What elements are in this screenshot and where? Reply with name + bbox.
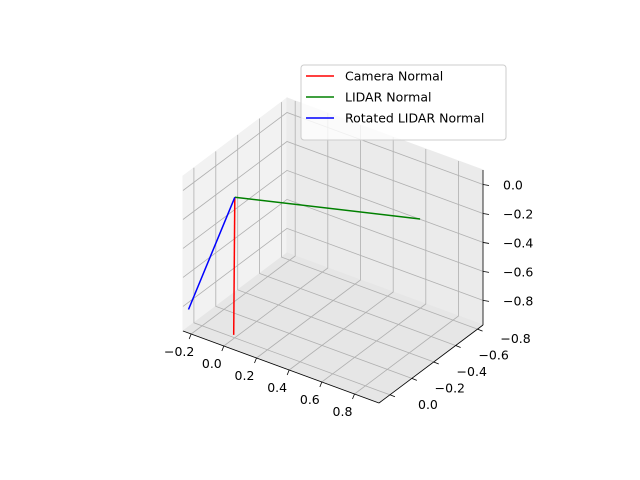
z-tick — [482, 299, 490, 302]
series-lines — [187, 196, 421, 335]
gridline-x — [321, 149, 427, 383]
x-tick-label: 0.2 — [235, 368, 255, 383]
x-tick — [352, 393, 355, 400]
z-tick — [482, 242, 490, 244]
x-axis-line — [182, 330, 380, 404]
gridlines — [182, 101, 484, 396]
y-tick — [477, 328, 483, 332]
axis-lines — [182, 170, 484, 404]
y-tick-label: 0.0 — [418, 397, 438, 412]
y-tick-label: −0.4 — [457, 364, 487, 379]
x-tick-label: 0.6 — [300, 392, 320, 407]
x-tick — [286, 369, 290, 376]
gridline-x — [190, 101, 296, 335]
gridline-z — [182, 198, 484, 278]
y-tick-label: −0.6 — [478, 348, 508, 363]
gridline-z — [182, 227, 484, 307]
z-tick-label: −0.4 — [503, 235, 533, 250]
x-tick — [221, 345, 225, 352]
x-tick-label: −0.2 — [164, 344, 194, 359]
y-tick-label: −0.8 — [500, 331, 530, 346]
x-tick — [319, 381, 323, 388]
series-line-2 — [187, 197, 236, 310]
legend-frame — [300, 64, 507, 141]
legend-label: Rotated LIDAR Normal — [345, 111, 484, 126]
gridline-x — [288, 137, 394, 371]
x-tick — [188, 333, 192, 340]
legend-label: Camera Normal — [345, 69, 443, 84]
x-tick-label: 0.4 — [267, 380, 287, 395]
gridline-x — [256, 125, 361, 359]
x-axis: −0.2 0.0 0.2 0.4 0.6 0.8 — [164, 333, 355, 419]
z-tick — [482, 184, 490, 186]
gridline-y — [281, 102, 478, 330]
series-line-0 — [232, 197, 236, 335]
x-tick-label: 0.0 — [202, 356, 222, 371]
legend: Camera Normal LIDAR Normal Rotated LIDAR N… — [300, 64, 507, 141]
z-tick-label: −0.6 — [503, 264, 533, 279]
y-axis: 0.0 −0.2−0.4−0.6 −0.8 — [389, 328, 531, 412]
gridline-x — [223, 113, 329, 347]
z-tick-label: −0.2 — [503, 206, 533, 221]
y-tick — [411, 377, 417, 381]
gridline-y — [237, 134, 434, 363]
y-tick — [389, 394, 396, 398]
z-tick-label: −0.8 — [503, 293, 533, 308]
x-tick-label: 0.8 — [333, 404, 353, 419]
gridline-x — [354, 161, 459, 395]
gridline-z — [182, 141, 484, 220]
series-line-1 — [234, 196, 421, 220]
z-tick — [482, 271, 490, 273]
gridline-z — [182, 112, 484, 191]
gridline-y — [215, 151, 412, 379]
x-tick — [254, 357, 257, 364]
gridline-y — [259, 118, 456, 346]
axes-3d: −0.20.00.20.40.60.8 0.0−0.2−0.4−0.6−0.8 … — [164, 97, 533, 419]
y-axis-line — [378, 324, 484, 404]
z-axis: 0.0 −0.2 −0.4 −0.6 −0.8 — [482, 177, 533, 308]
z-tick-label: 0.0 — [503, 177, 523, 192]
z-tick — [482, 213, 490, 215]
gridline-y — [193, 167, 391, 396]
y-tick — [455, 345, 461, 348]
legend-label: LIDAR Normal — [345, 90, 432, 105]
y-tick — [433, 361, 439, 365]
y-tick-label: −0.2 — [435, 380, 465, 395]
